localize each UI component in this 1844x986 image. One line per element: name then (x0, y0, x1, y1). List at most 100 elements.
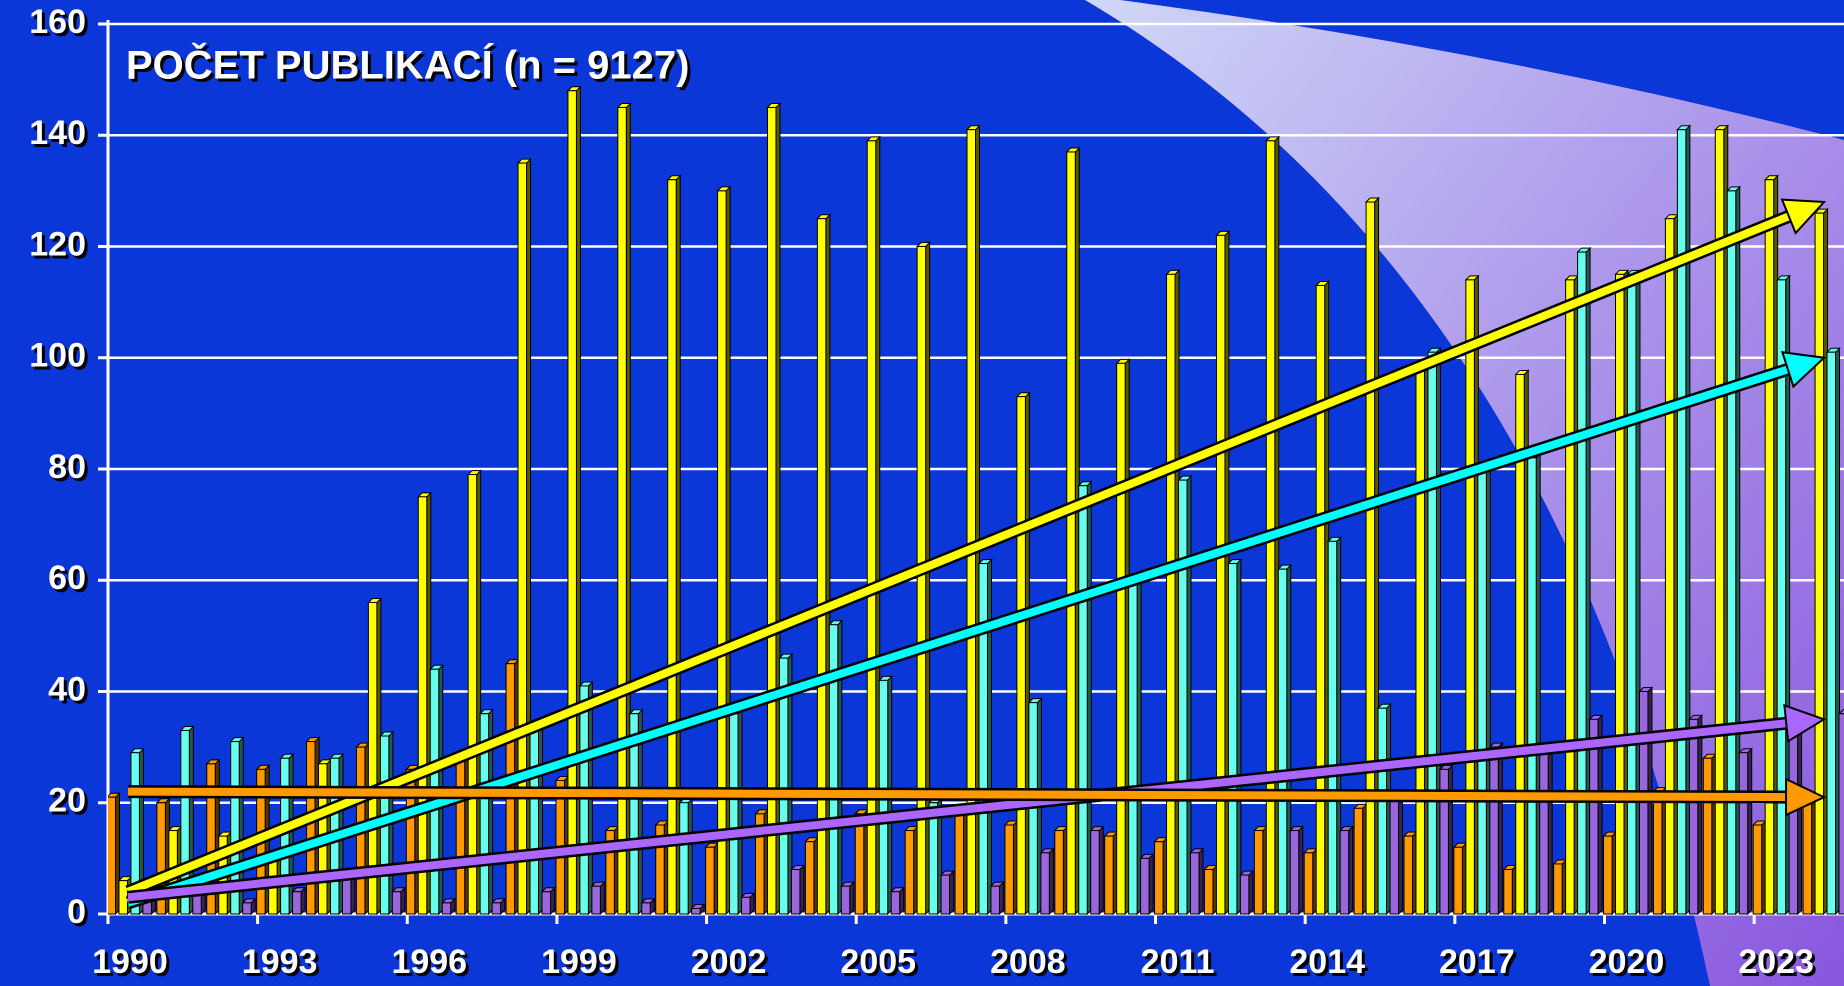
trend-arrowhead (1780, 198, 1827, 235)
bar (1752, 824, 1763, 915)
bar (705, 846, 715, 915)
bar (667, 179, 677, 915)
bar (990, 885, 1000, 915)
bar (1489, 746, 1499, 915)
bar (591, 885, 601, 915)
bar (1377, 707, 1388, 915)
bar (579, 685, 589, 915)
y-tick-label: 160 (29, 3, 86, 41)
bar (605, 830, 615, 915)
trend-arrow (127, 777, 1827, 817)
bar (816, 218, 827, 915)
trend-line (126, 212, 1791, 896)
x-tick-label: 2014 (1289, 943, 1365, 981)
bar (916, 246, 927, 915)
bar-side (1497, 741, 1503, 916)
bar (1453, 846, 1463, 915)
x-tick-label: 2005 (840, 943, 916, 981)
bar (1626, 273, 1637, 915)
bar-side (1697, 714, 1703, 916)
bar (1477, 468, 1487, 915)
bar (1090, 830, 1100, 915)
y-tick-label: 120 (29, 225, 86, 263)
bar (755, 813, 765, 915)
bar (1577, 251, 1587, 915)
bar (1702, 757, 1713, 915)
bar-side (538, 725, 544, 916)
bar (1154, 841, 1164, 915)
bar (1166, 273, 1176, 915)
bar (1265, 140, 1276, 915)
bar (854, 813, 865, 915)
bar (206, 763, 216, 915)
bar (1415, 368, 1425, 915)
bar (180, 729, 190, 915)
bar (391, 891, 402, 915)
bar-side (1048, 847, 1054, 916)
bar (1040, 852, 1050, 915)
y-tick-label: 20 (48, 782, 86, 820)
trend-arrowhead (1780, 351, 1827, 389)
bar (890, 891, 901, 915)
bar-side (986, 558, 992, 916)
bar (940, 874, 951, 915)
bar (1128, 579, 1138, 915)
bar (567, 90, 577, 915)
bar-side (1198, 847, 1204, 916)
bar (1664, 218, 1675, 915)
bar (306, 741, 316, 915)
bar (1515, 373, 1525, 915)
bar (1503, 869, 1513, 915)
bar (978, 563, 988, 915)
bar-side (1747, 747, 1753, 916)
bar-side (837, 619, 843, 916)
bar (1527, 457, 1537, 915)
bar (1066, 151, 1076, 915)
bar (790, 869, 801, 915)
bar-side (1298, 825, 1304, 916)
bar (541, 891, 551, 915)
bar (405, 768, 416, 915)
bar (691, 907, 701, 915)
bar (1277, 568, 1288, 915)
trend-line (127, 787, 1787, 802)
bar (1253, 830, 1264, 915)
bar (1427, 351, 1437, 915)
trend-arrow (125, 198, 1827, 898)
bar-side (1148, 853, 1154, 916)
bar (1465, 279, 1475, 915)
bar (1726, 190, 1737, 915)
x-tick-label: 2008 (990, 943, 1066, 981)
bar (1315, 284, 1326, 915)
bar (242, 902, 252, 915)
bar-side (599, 880, 605, 916)
bar (1676, 129, 1687, 915)
bar (491, 902, 502, 915)
bar (641, 902, 651, 915)
bar (828, 624, 839, 915)
bar (741, 896, 751, 915)
bar (1403, 835, 1413, 915)
x-tick-label: 2020 (1589, 943, 1665, 981)
trend-lines (125, 198, 1827, 910)
bar (479, 713, 490, 915)
bar (1353, 807, 1364, 915)
bars (108, 85, 1844, 916)
bar (1203, 869, 1214, 915)
bar (1178, 479, 1188, 915)
trend-arrow (127, 703, 1827, 904)
bar (629, 713, 639, 915)
bar (679, 802, 689, 915)
x-tick-label: 2017 (1439, 943, 1515, 981)
bar (1714, 129, 1725, 915)
bar (1652, 791, 1663, 915)
bar (1764, 179, 1775, 915)
bar (866, 140, 877, 915)
bar (966, 129, 977, 915)
bar (729, 713, 739, 915)
trend-arrow (125, 351, 1827, 910)
bar-side (737, 708, 743, 916)
bar-side (687, 797, 693, 916)
bar-side (949, 869, 955, 916)
